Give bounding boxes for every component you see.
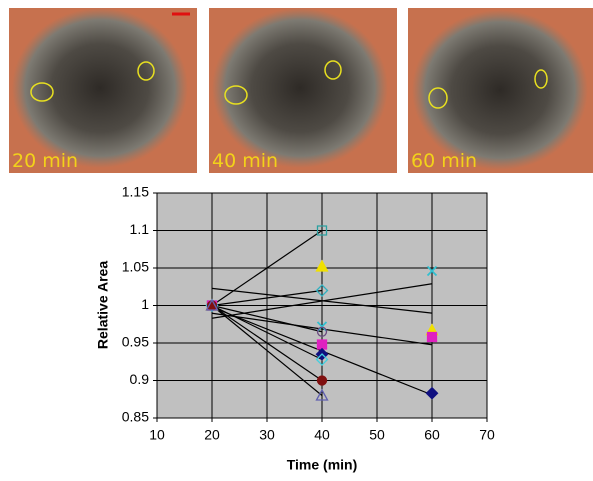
y-tick-label: 1.05 xyxy=(122,259,149,275)
marker xyxy=(425,386,439,400)
y-tick-label: 1.1 xyxy=(130,221,150,237)
y-tick-label: 0.95 xyxy=(122,334,149,350)
marker xyxy=(316,225,328,236)
trend-line xyxy=(211,283,433,319)
marker xyxy=(426,331,438,343)
y-tick-label: 0.9 xyxy=(130,371,150,387)
x-tick-label: 40 xyxy=(314,427,330,443)
micrograph-panel: 60 min xyxy=(408,8,593,173)
x-tick-label: 10 xyxy=(149,427,165,443)
micrograph-panel: 40 min xyxy=(209,8,397,173)
marker xyxy=(316,321,328,332)
marker xyxy=(315,284,329,297)
y-tick-label: 1 xyxy=(141,296,149,312)
panel-label: 40 min xyxy=(212,150,278,172)
x-tick-label: 20 xyxy=(204,427,220,443)
trend-line xyxy=(211,312,433,346)
x-tick-label: 50 xyxy=(369,427,385,443)
x-tick-label: 60 xyxy=(424,427,440,443)
marker xyxy=(315,388,329,401)
marker xyxy=(426,265,438,277)
y-tick-label: 1.15 xyxy=(122,184,149,200)
trend-line xyxy=(211,304,323,333)
marker xyxy=(205,298,219,311)
marker xyxy=(316,326,328,337)
y-tick-label: 0.85 xyxy=(122,409,149,425)
trend-line xyxy=(211,230,323,306)
panel-label: 60 min xyxy=(411,150,477,172)
trend-line xyxy=(211,305,323,381)
marker xyxy=(316,375,328,386)
panel-label: 20 min xyxy=(12,150,78,172)
x-tick-label: 70 xyxy=(479,427,495,443)
y-axis-title: Relative Area xyxy=(95,261,111,349)
marker xyxy=(316,339,328,350)
marker xyxy=(315,259,329,272)
trend-line xyxy=(211,304,323,361)
x-axis-title: Time (min) xyxy=(287,457,358,473)
trend-line xyxy=(211,289,323,307)
micrograph-panel: 20 min xyxy=(9,8,197,173)
marker xyxy=(315,353,329,366)
trend-line xyxy=(211,305,323,396)
x-tick-label: 30 xyxy=(259,427,275,443)
